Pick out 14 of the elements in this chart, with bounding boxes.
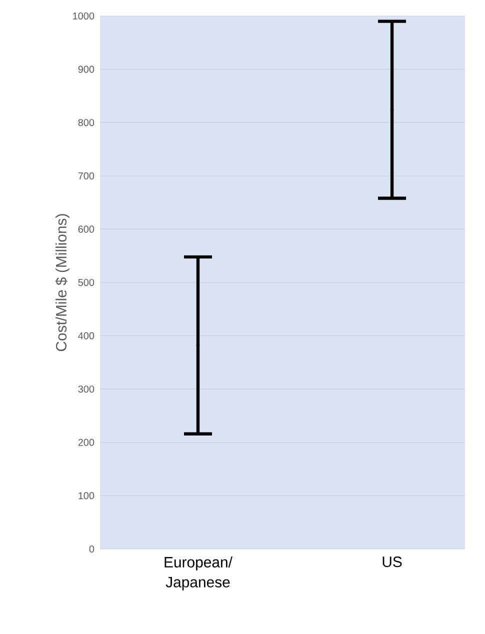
x-tick-label: US <box>382 556 402 568</box>
y-tick-label: 400 <box>78 332 94 340</box>
y-tick-label: 600 <box>78 226 94 233</box>
y-axis-title: Cost/Mile $ (Millions) <box>55 214 70 352</box>
x-tick-label: European/ Japanese <box>164 556 232 590</box>
y-tick-label: 300 <box>78 386 94 393</box>
y-tick-label: 200 <box>78 438 94 446</box>
y-tick-label: 900 <box>78 66 94 73</box>
y-tick-label: 700 <box>78 172 94 180</box>
y-tick-label: 800 <box>78 119 94 126</box>
y-tick-label: 1000 <box>73 12 94 20</box>
y-tick-label: 0 <box>89 545 94 553</box>
y-tick-label: 500 <box>78 278 94 286</box>
y-tick-label: 100 <box>78 492 94 500</box>
